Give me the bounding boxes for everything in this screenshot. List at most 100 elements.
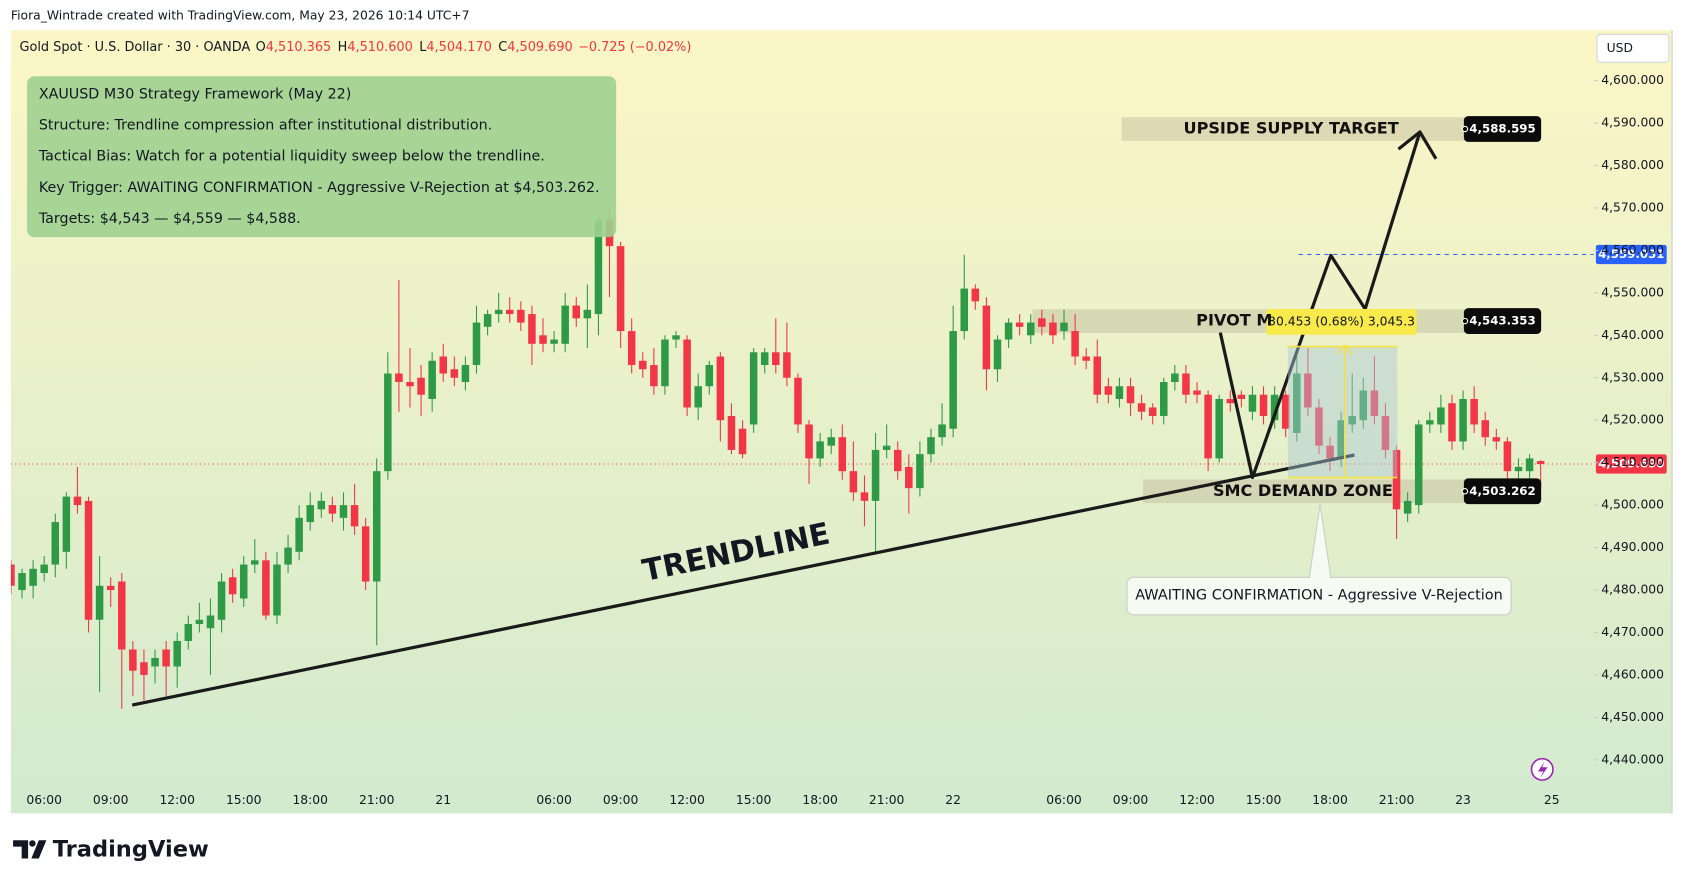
candle-body (118, 581, 126, 650)
x-tick-label: 21:00 (869, 793, 905, 807)
candle-body (905, 466, 913, 489)
candle-body (1182, 373, 1190, 395)
y-tick-label: 4,560.000 (1601, 243, 1664, 257)
note-box (27, 76, 617, 238)
candle-body (1015, 322, 1024, 327)
candle-body (1226, 398, 1235, 404)
price-tag-dot (1461, 488, 1469, 495)
candle-body (1403, 500, 1412, 514)
candle-body (517, 309, 525, 323)
candle-body (494, 309, 503, 315)
candle-body (672, 335, 680, 340)
candle-body (816, 441, 824, 459)
candle-body (206, 615, 215, 629)
callout-text: AWAITING CONFIRMATION - Aggressive V-Rej… (1135, 588, 1503, 604)
y-tick-label: 4,530.000 (1601, 370, 1664, 384)
candle-body (1359, 390, 1368, 421)
y-tick-label: 4,460.000 (1601, 667, 1664, 681)
candle-body (140, 662, 148, 675)
axis-price-tag (1595, 454, 1667, 474)
ohlc-value: 4,509.690 (507, 40, 572, 55)
candle-body (805, 424, 813, 459)
candle-body (428, 360, 436, 399)
ohlc-value: 4,510.600 (347, 40, 412, 55)
measure-arrow (1336, 344, 1353, 355)
candle-body (217, 581, 226, 620)
candle-body (151, 657, 159, 667)
candle-body (450, 369, 459, 378)
projection-path (1218, 131, 1422, 480)
price-tag-label: 4,543.353 (1469, 314, 1535, 328)
candle-body (1026, 322, 1035, 336)
measure-label: 30.453 (0.68%) 3,045.3 (1268, 314, 1415, 328)
candle-body (849, 471, 858, 493)
price-tag-label: 4,503.262 (1469, 484, 1535, 498)
axis-price-tag (1595, 244, 1667, 265)
price-tag (1463, 478, 1542, 505)
x-tick-label: 18:00 (802, 793, 838, 807)
candle-body (550, 339, 558, 344)
axis-price-label: 4,559.031 (1598, 247, 1664, 261)
logo-mark (13, 840, 47, 859)
candle-body (1370, 390, 1379, 416)
candle-body (938, 424, 946, 438)
candle-body (1160, 381, 1168, 416)
candle-body (1248, 394, 1257, 412)
candle-body (727, 415, 736, 450)
candle-body (1348, 415, 1356, 425)
x-tick-label: 15:00 (226, 793, 262, 807)
y-tick-label: 4,520.000 (1601, 413, 1664, 427)
note-line: Targets: $4,543 — $4,559 — $4,588. (38, 211, 301, 227)
candle-body (1104, 386, 1113, 395)
candle-body (228, 577, 237, 595)
x-tick-label: 12:00 (1179, 793, 1215, 807)
candle-body (95, 585, 104, 620)
candle-body (29, 568, 37, 586)
candle-body (1270, 394, 1279, 421)
zone-label: PIVOT M (1196, 311, 1272, 330)
candle-body (528, 314, 536, 344)
candle-body (195, 619, 204, 624)
candle-body (1093, 356, 1102, 395)
candle-body (40, 564, 48, 574)
candle-body (184, 623, 193, 641)
x-tick-label: 23 (1455, 793, 1471, 807)
candle-body (871, 449, 880, 501)
note: XAUUSD M30 Strategy Framework (May 22) St… (38, 86, 600, 226)
candle-body (1514, 466, 1523, 472)
candle-body (417, 377, 425, 395)
price-tag-dot (1461, 125, 1469, 133)
candle-body (1437, 407, 1445, 425)
logo-mark-dot (29, 840, 36, 847)
candle-body (1414, 424, 1423, 506)
candle-body (993, 339, 1002, 370)
overlay: UPSIDE SUPPLY TARGET 4,588.595 PIVOT M 4,54… (1184, 116, 1667, 505)
candle-body (971, 288, 980, 302)
candle-body (1049, 322, 1057, 336)
candle-body (794, 377, 802, 425)
currency-box (1596, 33, 1670, 63)
candle-body (284, 547, 292, 565)
symbol: Gold Spot · U.S. Dollar · 30 · OANDA (20, 40, 251, 55)
price-tag-dot (1461, 317, 1469, 325)
candle-body (827, 437, 835, 446)
candle-body (860, 492, 869, 501)
x-tick-label: 06:00 (1046, 793, 1082, 807)
ohlc-value: 4,510.365 (266, 40, 331, 55)
candle-body (539, 335, 547, 344)
candle-body (561, 305, 569, 344)
ohlc-key: C (498, 40, 507, 55)
candle-body (18, 573, 26, 591)
y-tick-label: 4,470.000 (1601, 625, 1664, 639)
candle-body (1536, 461, 1545, 464)
candle-body (1237, 394, 1246, 399)
axis-price-label: 4,509.690 (1598, 456, 1664, 470)
y-tick-label: 4,490.000 (1601, 540, 1664, 554)
projection-arrow (1397, 130, 1438, 160)
candle-body (627, 331, 636, 366)
candle-body (1426, 420, 1434, 425)
candle-body (328, 505, 337, 514)
y-tick-label: 4,500.000 (1601, 498, 1664, 512)
